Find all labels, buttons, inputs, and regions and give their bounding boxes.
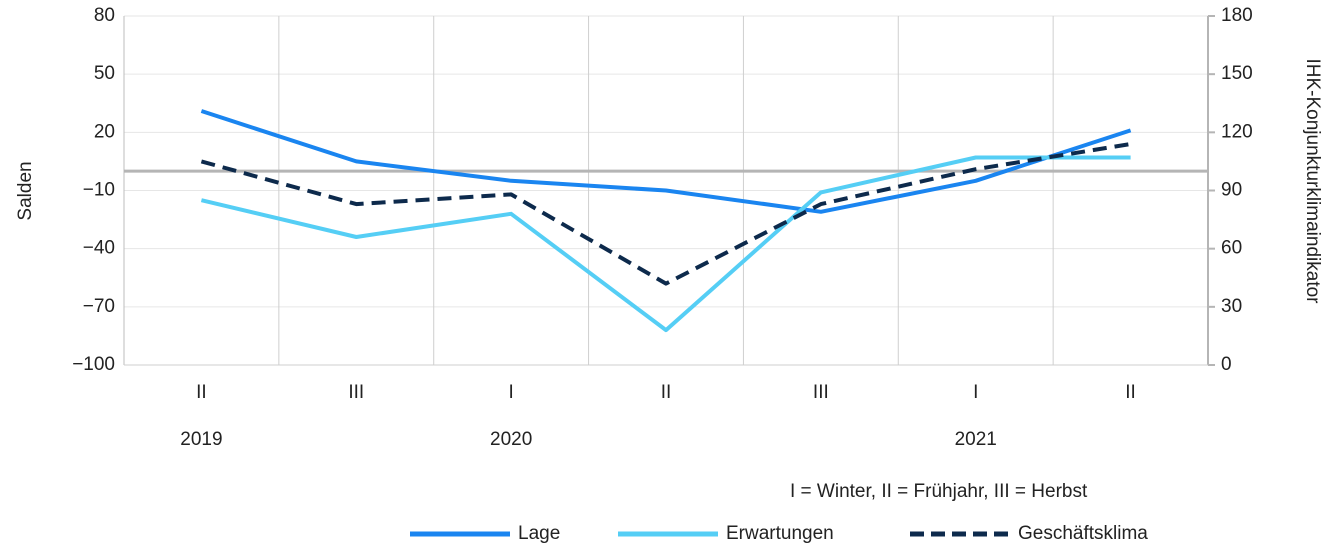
- series-line-lage: [200, 109, 1132, 214]
- right-tick-label: 120: [1221, 121, 1253, 142]
- season-note: I = Winter, II = Frühjahr, III = Herbst: [790, 481, 1088, 502]
- year-label: 2021: [955, 429, 997, 450]
- left-tick-label: 80: [94, 5, 115, 26]
- right-tick-label: 180: [1221, 5, 1253, 26]
- series-line-geschftsklima: [200, 142, 1131, 286]
- legend: Lage Erwartungen Geschäftsklima: [0, 523, 1338, 549]
- right-tick-label: 0: [1221, 354, 1232, 375]
- legend-swatch-geschaeftsklima: [910, 531, 1010, 537]
- left-tick-label: 20: [94, 121, 115, 142]
- right-tick-label: 90: [1221, 180, 1242, 201]
- left-tick-label: −40: [83, 238, 115, 259]
- left-tick-label: −70: [83, 296, 115, 317]
- series-line-erwartungen: [200, 155, 1131, 333]
- year-label: 2019: [180, 429, 222, 450]
- x-tick-label: I: [973, 382, 978, 403]
- x-tick-label: II: [196, 382, 207, 403]
- legend-item-lage: Lage: [410, 523, 560, 545]
- series-layer: [200, 109, 1132, 333]
- right-tick-label: 60: [1221, 238, 1242, 259]
- x-tick-label: III: [813, 382, 829, 403]
- legend-label-erwartungen: Erwartungen: [726, 523, 834, 544]
- right-tick-label: 30: [1221, 296, 1242, 317]
- left-tick-label: −100: [72, 354, 115, 375]
- x-tick-label: III: [348, 382, 364, 403]
- x-tick-label: I: [509, 382, 514, 403]
- right-axis-title: IHK-Konjunkturklimaindikator: [1302, 59, 1323, 305]
- legend-label-lage: Lage: [518, 523, 561, 544]
- x-tick-label: II: [661, 382, 672, 403]
- legend-item-geschaeftsklima: Geschäftsklima: [910, 523, 1148, 545]
- right-tick-label: 150: [1221, 63, 1253, 84]
- legend-item-erwartungen: Erwartungen: [618, 523, 834, 545]
- legend-swatch-erwartungen: [618, 531, 718, 537]
- legend-label-geschaeftsklima: Geschäftsklima: [1018, 523, 1148, 544]
- left-axis-title: Salden: [15, 161, 36, 220]
- legend-swatch-lage: [410, 531, 510, 537]
- grid-layer: [123, 15, 1215, 366]
- x-tick-label: II: [1125, 382, 1136, 403]
- left-tick-label: 50: [94, 63, 115, 84]
- left-tick-label: −10: [83, 180, 115, 201]
- year-label: 2020: [490, 429, 532, 450]
